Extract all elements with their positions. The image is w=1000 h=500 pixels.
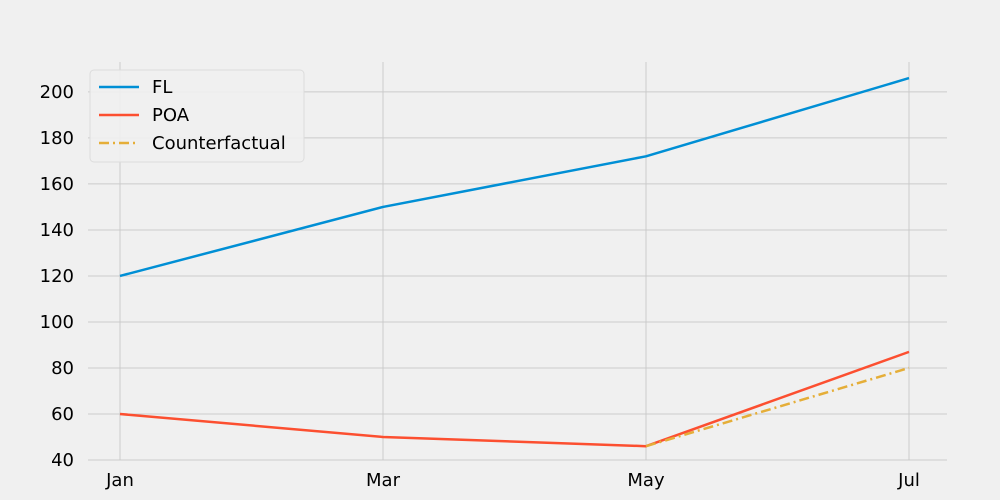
y-tick-label: 80 bbox=[51, 358, 74, 379]
series-line-poa bbox=[119, 350, 910, 448]
legend-box bbox=[89, 69, 305, 163]
y-tick-label: 160 bbox=[40, 174, 74, 195]
x-tick-label: May bbox=[627, 470, 665, 491]
legend: FL POA Counterfactual bbox=[89, 69, 305, 163]
grid bbox=[88, 62, 947, 461]
legend-label-counterfactual: Counterfactual bbox=[152, 133, 286, 154]
series-lines bbox=[119, 76, 910, 448]
y-tick-label: 180 bbox=[40, 128, 74, 149]
legend-label-poa: POA bbox=[152, 105, 190, 126]
series-line-fl bbox=[119, 76, 910, 278]
series-line-counterfactual bbox=[645, 366, 910, 448]
legend-label-fl: FL bbox=[152, 77, 172, 98]
y-tick-label: 60 bbox=[51, 404, 74, 425]
y-tick-label: 140 bbox=[40, 220, 74, 241]
y-tick-label: 40 bbox=[51, 450, 74, 471]
y-tick-label: 200 bbox=[40, 82, 74, 103]
y-tick-label: 100 bbox=[40, 312, 74, 333]
y-tick-label: 120 bbox=[40, 266, 74, 287]
axis-ticks: 40 60 80 100 120 140 160 180 200 Jan Mar May Jul bbox=[40, 82, 920, 491]
x-tick-label: Mar bbox=[366, 470, 401, 491]
x-tick-label: Jan bbox=[105, 470, 134, 491]
x-tick-label: Jul bbox=[897, 470, 920, 491]
